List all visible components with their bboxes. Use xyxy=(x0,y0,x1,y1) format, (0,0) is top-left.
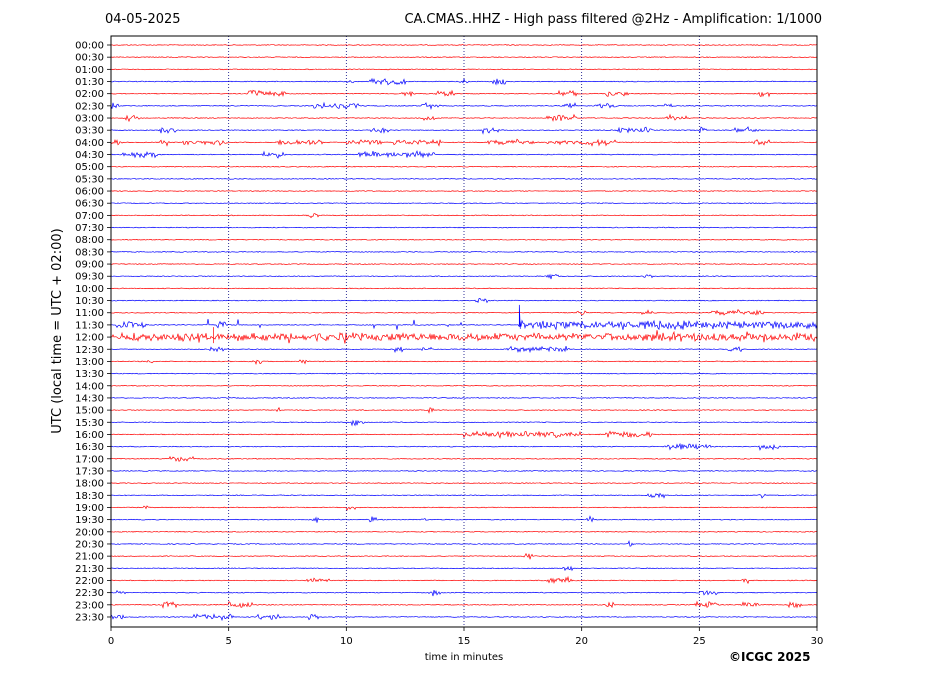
x-tick-label: 15 xyxy=(458,636,471,647)
y-tick-label: 07:00 xyxy=(75,211,104,222)
trace-1600 xyxy=(110,430,818,439)
y-tick-label: 02:00 xyxy=(75,89,104,100)
trace-1630 xyxy=(110,442,818,451)
y-tick-label: 05:00 xyxy=(75,162,104,173)
copyright-label: ©ICGC 2025 xyxy=(729,650,811,664)
x-tick-label: 10 xyxy=(340,636,353,647)
y-tick-label: 04:30 xyxy=(75,150,104,161)
y-tick-label: 17:30 xyxy=(75,466,104,477)
chart-title: CA.CMAS..HHZ - High pass filtered @2Hz -… xyxy=(404,12,822,27)
x-axis-ticks: 0 5 10 15 20 25 30 xyxy=(108,627,824,647)
trace-1330 xyxy=(110,372,818,375)
y-tick-label: 17:00 xyxy=(75,454,104,465)
x-tick-label: 30 xyxy=(811,636,824,647)
y-tick-label: 13:30 xyxy=(75,369,104,380)
y-tick-label: 11:00 xyxy=(75,308,104,319)
trace-0800 xyxy=(110,238,818,241)
y-tick-label: 11:30 xyxy=(75,320,104,331)
y-tick-label: 14:30 xyxy=(75,393,104,404)
y-tick-label: 05:30 xyxy=(75,174,104,185)
plot-frame xyxy=(110,35,818,628)
y-tick-label: 06:30 xyxy=(75,199,104,210)
y-tick-label: 06:00 xyxy=(75,187,104,198)
x-tick-label: 5 xyxy=(225,636,231,647)
y-tick-label: 13:00 xyxy=(75,357,104,368)
y-tick-label: 09:30 xyxy=(75,272,104,283)
chart-date: 04-05-2025 xyxy=(105,12,181,27)
trace-0530 xyxy=(110,178,818,180)
y-tick-label: 00:30 xyxy=(75,53,104,64)
trace-0600 xyxy=(110,190,818,193)
y-tick-label: 18:00 xyxy=(75,479,104,490)
x-axis-label: time in minutes xyxy=(425,652,504,663)
y-tick-label: 21:00 xyxy=(75,552,104,563)
y-tick-label: 15:30 xyxy=(75,418,104,429)
trace-1400 xyxy=(110,384,818,387)
trace-0430 xyxy=(110,150,818,159)
y-tick-label: 22:00 xyxy=(75,576,104,587)
trace-layer xyxy=(110,44,818,622)
y-tick-label: 15:00 xyxy=(75,406,104,417)
y-tick-label: 04:00 xyxy=(75,138,104,149)
y-tick-label: 12:00 xyxy=(75,333,104,344)
y-tick-label: 14:00 xyxy=(75,381,104,392)
y-tick-label: 07:30 xyxy=(75,223,104,234)
y-tick-label: 19:00 xyxy=(75,503,104,514)
y-tick-label: 09:00 xyxy=(75,260,104,271)
trace-1300 xyxy=(110,359,818,366)
trace-1130 xyxy=(110,304,818,331)
y-tick-label: 12:30 xyxy=(75,345,104,356)
y-tick-label: 21:30 xyxy=(75,564,104,575)
y-tick-label: 18:30 xyxy=(75,491,104,502)
trace-2300 xyxy=(110,600,818,609)
trace-1230 xyxy=(110,345,818,354)
y-tick-label: 01:00 xyxy=(75,65,104,76)
y-tick-label: 10:30 xyxy=(75,296,104,307)
trace-2000 xyxy=(110,530,818,533)
y-tick-label: 20:30 xyxy=(75,539,104,550)
y-tick-label: 16:00 xyxy=(75,430,104,441)
trace-1530 xyxy=(110,419,818,427)
y-tick-label: 23:30 xyxy=(75,612,104,623)
trace-1700 xyxy=(110,455,818,462)
trace-2330 xyxy=(110,613,818,622)
trace-1900 xyxy=(110,505,818,511)
y-tick-label: 02:30 xyxy=(75,101,104,112)
y-tick-label: 10:00 xyxy=(75,284,104,295)
y-tick-label: 01:30 xyxy=(75,77,104,88)
x-tick-label: 25 xyxy=(693,636,706,647)
y-tick-label: 22:30 xyxy=(75,588,104,599)
x-tick-label: 0 xyxy=(108,636,114,647)
trace-1500 xyxy=(110,406,818,414)
trace-0730 xyxy=(110,226,818,229)
y-tick-label: 19:30 xyxy=(75,515,104,526)
y-tick-label: 08:30 xyxy=(75,247,104,258)
y-axis-label: UTC (local time = UTC + 02:00) xyxy=(50,228,65,433)
trace-1200 xyxy=(110,327,818,344)
trace-2230 xyxy=(110,589,818,597)
trace-1430 xyxy=(110,397,818,399)
trace-0630 xyxy=(110,202,818,205)
x-tick-label: 20 xyxy=(575,636,588,647)
vertical-gridlines xyxy=(228,36,700,627)
y-tick-label: 03:30 xyxy=(75,126,104,137)
y-tick-label: 03:00 xyxy=(75,114,104,125)
y-tick-label: 16:30 xyxy=(75,442,104,453)
trace-2200 xyxy=(110,575,818,585)
y-tick-label: 08:00 xyxy=(75,235,104,246)
trace-2130 xyxy=(110,565,818,572)
trace-0700 xyxy=(110,213,818,219)
trace-0500 xyxy=(110,165,818,168)
y-tick-label: 23:00 xyxy=(75,600,104,611)
y-tick-label: 20:00 xyxy=(75,527,104,538)
y-tick-label: 00:00 xyxy=(75,41,104,52)
trace-0330 xyxy=(110,126,818,135)
